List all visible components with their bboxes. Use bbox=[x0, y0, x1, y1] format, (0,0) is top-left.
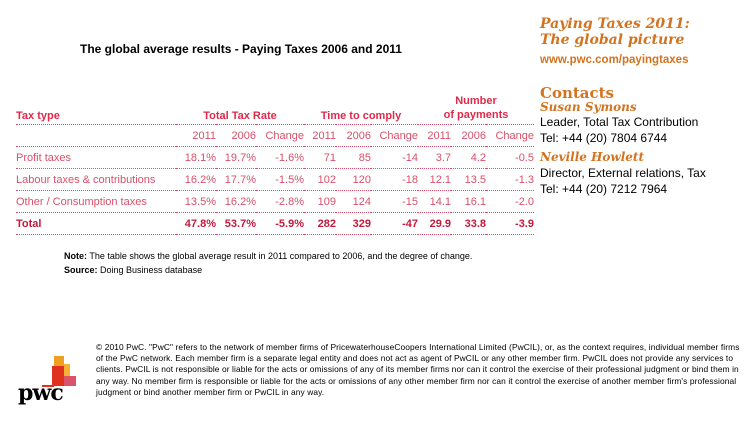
subheader: 2006 bbox=[451, 124, 486, 147]
contact-role: Director, External relations, Tax bbox=[540, 166, 706, 180]
cell: 4.2 bbox=[451, 146, 486, 169]
row-label: Other / Consumption taxes bbox=[16, 190, 176, 213]
cell: -0.5 bbox=[486, 146, 534, 169]
cell: 33.8 bbox=[451, 212, 486, 235]
cell: -3.9 bbox=[486, 212, 534, 235]
cell: -2.0 bbox=[486, 190, 534, 213]
cell: 3.7 bbox=[418, 146, 451, 169]
subheader: 2011 bbox=[418, 124, 451, 147]
header-payments-line2: of payments bbox=[443, 109, 509, 121]
table-row: Profit taxes 18.1% 19.7% -1.6% 71 85 -14 3.7 4.… bbox=[16, 146, 534, 169]
cell: 29.9 bbox=[418, 212, 451, 235]
website-link[interactable]: www.pwc.com/payingtaxes bbox=[540, 54, 689, 66]
sidebar-title-line1: Paying Taxes 2011: bbox=[540, 16, 690, 32]
sidebar-title: Paying Taxes 2011: The global picture bbox=[540, 16, 690, 48]
contact-name: Susan Symons bbox=[540, 100, 637, 114]
cell: -2.8% bbox=[256, 190, 304, 213]
cell: 18.1% bbox=[176, 146, 216, 169]
subheader: Change bbox=[256, 124, 304, 147]
cell: 120 bbox=[336, 168, 371, 191]
source-text: Doing Business database bbox=[97, 265, 203, 275]
header-time-to-comply: Time to comply bbox=[304, 92, 418, 125]
cell: -1.6% bbox=[256, 146, 304, 169]
table-row-total: Total 47.8% 53.7% -5.9% 282 329 -47 29.9 33.8 -3… bbox=[16, 212, 534, 235]
cell: 17.7% bbox=[216, 168, 256, 191]
cell: -14 bbox=[371, 146, 418, 169]
contact-tel: Tel: +44 (20) 7212 7964 bbox=[540, 182, 668, 196]
cell: 19.7% bbox=[216, 146, 256, 169]
cell: 85 bbox=[336, 146, 371, 169]
source-label: Source: bbox=[64, 265, 98, 275]
table-note: Note: The table shows the global average… bbox=[64, 249, 472, 277]
cell: 109 bbox=[304, 190, 336, 213]
note-label: Note: bbox=[64, 251, 87, 261]
row-label: Profit taxes bbox=[16, 146, 176, 169]
subheader: 2011 bbox=[304, 124, 336, 147]
cell: 14.1 bbox=[418, 190, 451, 213]
contact-name: Neville Howlett bbox=[540, 150, 645, 164]
cell: 102 bbox=[304, 168, 336, 191]
row-label: Total bbox=[16, 212, 176, 235]
legal-disclaimer: © 2010 PwC. "PwC" refers to the network … bbox=[96, 342, 740, 397]
cell: 71 bbox=[304, 146, 336, 169]
header-tax-type: Tax type bbox=[16, 92, 176, 125]
cell: -1.5% bbox=[256, 168, 304, 191]
cell: 13.5% bbox=[176, 190, 216, 213]
cell: -5.9% bbox=[256, 212, 304, 235]
cell: 16.1 bbox=[451, 190, 486, 213]
subheader-blank bbox=[16, 124, 176, 147]
cell: 12.1 bbox=[418, 168, 451, 191]
header-payments-line1: Number bbox=[455, 95, 497, 107]
table-row: Labour taxes & contributions 16.2% 17.7% -… bbox=[16, 168, 534, 191]
subheader: 2006 bbox=[336, 124, 371, 147]
cell: -15 bbox=[371, 190, 418, 213]
table-row: Other / Consumption taxes 13.5% 16.2% -2.8… bbox=[16, 190, 534, 213]
cell: 329 bbox=[336, 212, 371, 235]
cell: 282 bbox=[304, 212, 336, 235]
results-table: Tax type Total Tax Rate Time to comply N… bbox=[16, 92, 534, 235]
cell: -18 bbox=[371, 168, 418, 191]
cell: 13.5 bbox=[451, 168, 486, 191]
contact-role: Leader, Total Tax Contribution bbox=[540, 115, 699, 129]
header-total-tax-rate: Total Tax Rate bbox=[176, 92, 304, 125]
contacts-heading: Contacts bbox=[540, 84, 615, 102]
subheader: 2006 bbox=[216, 124, 256, 147]
table-title: The global average results - Paying Taxe… bbox=[80, 42, 402, 56]
cell: 124 bbox=[336, 190, 371, 213]
sidebar-title-line2: The global picture bbox=[540, 32, 685, 48]
cell: -1.3 bbox=[486, 168, 534, 191]
cell: 16.2% bbox=[216, 190, 256, 213]
subheader: Change bbox=[371, 124, 418, 147]
cell: 16.2% bbox=[176, 168, 216, 191]
row-label: Labour taxes & contributions bbox=[16, 168, 176, 191]
header-number-of-payments: Number of payments bbox=[418, 92, 534, 125]
subheader-row: 2011 2006 Change 2011 2006 Change 2011 2… bbox=[16, 124, 534, 147]
subheader: 2011 bbox=[176, 124, 216, 147]
table-header-row: Tax type Total Tax Rate Time to comply N… bbox=[16, 92, 534, 125]
cell: -47 bbox=[371, 212, 418, 235]
note-text: The table shows the global average resul… bbox=[87, 251, 473, 261]
pwc-logo-text: pwc bbox=[18, 380, 64, 406]
contact-tel: Tel: +44 (20) 7804 6744 bbox=[540, 131, 668, 145]
subheader: Change bbox=[486, 124, 534, 147]
cell: 53.7% bbox=[216, 212, 256, 235]
cell: 47.8% bbox=[176, 212, 216, 235]
